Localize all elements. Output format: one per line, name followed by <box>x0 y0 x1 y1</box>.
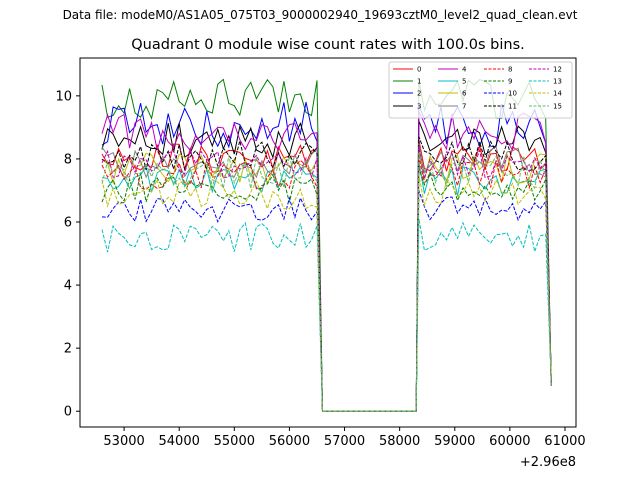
y-tick-label: 6 <box>64 216 72 231</box>
legend-label-13: 13 <box>553 78 562 86</box>
axes-frame <box>79 57 577 428</box>
legend-label-10: 10 <box>508 90 517 98</box>
legend-label-12: 12 <box>553 66 562 74</box>
x-axis-offset-label: +2.96e8 <box>520 455 576 470</box>
x-tick-label: 58000 <box>379 434 420 449</box>
chart-suptitle: Data file: modeM0/AS1A05_075T03_90000029… <box>63 8 578 22</box>
x-tick-label: 59000 <box>434 434 475 449</box>
legend-label-8: 8 <box>508 66 512 74</box>
legend-label-3: 3 <box>417 103 421 111</box>
y-tick-label: 0 <box>64 405 72 420</box>
series-line-13 <box>101 218 552 412</box>
legend-frame <box>388 61 573 119</box>
series-line-6 <box>101 149 552 412</box>
x-tick-label: 55000 <box>214 434 255 449</box>
series-line-12 <box>101 146 552 412</box>
x-tick-label: 53000 <box>103 434 144 449</box>
legend-label-2: 2 <box>417 90 421 98</box>
plot-series-group <box>101 78 552 412</box>
legend-label-15: 15 <box>553 103 562 111</box>
x-axis: 53000 54000 55000 56000 57000 58000 59000 60000… <box>103 427 586 449</box>
x-tick-label: 60000 <box>489 434 530 449</box>
series-line-4 <box>101 111 552 412</box>
y-tick-label: 4 <box>64 279 72 294</box>
x-tick-label: 56000 <box>269 434 310 449</box>
series-line-10 <box>101 190 552 412</box>
legend-label-4: 4 <box>462 66 467 74</box>
series-line-7 <box>101 143 552 412</box>
legend-label-0: 0 <box>417 66 421 74</box>
legend-label-9: 9 <box>508 78 512 86</box>
x-tick-label: 54000 <box>159 434 200 449</box>
y-tick-label: 10 <box>55 89 72 104</box>
legend-label-5: 5 <box>462 78 466 86</box>
legend-label-14: 14 <box>553 90 562 98</box>
chart-title: Quadrant 0 module wise count rates with … <box>131 37 525 53</box>
legend-label-1: 1 <box>417 78 421 86</box>
series-line-5 <box>101 162 552 412</box>
legend-label-6: 6 <box>462 90 467 98</box>
series-line-15 <box>101 152 552 412</box>
series-line-9 <box>101 168 552 412</box>
y-tick-label: 8 <box>64 152 72 167</box>
y-axis: 0 2 4 6 8 10 <box>55 89 80 420</box>
x-tick-label: 57000 <box>324 434 365 449</box>
y-tick-label: 2 <box>64 342 72 357</box>
series-line-11 <box>101 136 552 412</box>
legend-label-7: 7 <box>462 103 466 111</box>
series-line-2 <box>101 101 552 412</box>
series-line-14 <box>101 174 552 412</box>
legend-label-11: 11 <box>508 103 517 111</box>
x-tick-label: 61000 <box>544 434 585 449</box>
